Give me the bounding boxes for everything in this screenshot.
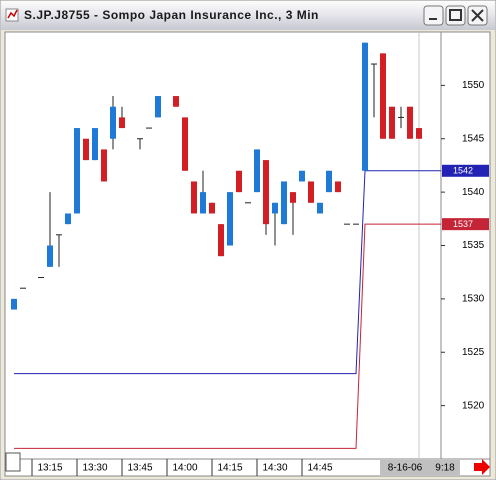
maximize-button[interactable] — [445, 5, 466, 26]
candle-body — [416, 128, 422, 139]
y-tick-label: 1530 — [462, 294, 485, 305]
candle-body — [11, 298, 17, 310]
scroll-arrow[interactable] — [474, 459, 490, 475]
candle-body — [335, 181, 341, 193]
y-tick-label: 1535 — [462, 240, 485, 251]
title-bar — [1, 1, 495, 30]
date-label: 8-16-06 — [388, 463, 423, 474]
value-box-label: 1537 — [453, 219, 473, 229]
candle-body — [173, 96, 179, 107]
candle-body — [47, 245, 53, 267]
candle-body — [281, 181, 287, 225]
candle-body — [218, 224, 224, 257]
candle-body — [83, 138, 89, 161]
candle-body — [389, 106, 395, 139]
y-tick-label: 1545 — [462, 133, 485, 144]
candle-body — [200, 192, 206, 214]
candle-body — [74, 128, 80, 214]
candle-body — [317, 202, 323, 214]
candle-body — [191, 181, 197, 214]
time-label: 9:18 — [435, 463, 455, 474]
value-box — [442, 218, 489, 231]
x-tick-label: 14:30 — [262, 463, 287, 474]
time-axis — [4, 458, 491, 477]
candle-body — [299, 170, 305, 182]
candle-body — [119, 117, 125, 129]
date-box — [380, 460, 430, 475]
candle-body — [236, 170, 242, 193]
candle-body — [155, 96, 161, 118]
indicator-line — [14, 223, 419, 449]
candle-body — [209, 202, 215, 214]
candle-body — [380, 53, 386, 139]
candle-body — [290, 192, 296, 203]
candle-body — [263, 160, 269, 225]
y-tick-label: 1520 — [462, 400, 485, 411]
x-tick-label: 13:45 — [127, 463, 152, 474]
candle-body — [110, 106, 116, 139]
candle-body — [182, 117, 188, 171]
candle-body — [362, 42, 368, 171]
x-tick-label: 13:30 — [82, 463, 107, 474]
scroll-box[interactable] — [5, 452, 21, 472]
candle-body — [227, 192, 233, 246]
x-tick-label: 14:00 — [172, 463, 197, 474]
y-tick-label: 1525 — [462, 347, 485, 358]
x-tick-label: 14:15 — [217, 463, 242, 474]
candle-body — [101, 149, 107, 182]
time-box — [430, 460, 460, 475]
candle-body — [308, 181, 314, 203]
candle-body — [92, 128, 98, 161]
candle-body — [254, 149, 260, 193]
value-box — [442, 164, 489, 177]
indicator-line — [14, 170, 419, 375]
candle-body — [326, 170, 332, 193]
x-tick-label: 14:45 — [307, 463, 332, 474]
y-tick-label: 1550 — [462, 80, 485, 91]
candle-body — [407, 106, 413, 139]
window-title: S.JP.J8755 - Sompo Japan Insurance Inc.,… — [24, 8, 319, 22]
minimize-button[interactable] — [423, 5, 444, 26]
candle-body — [272, 202, 278, 214]
close-button[interactable] — [467, 5, 488, 26]
x-tick-label: 13:15 — [37, 463, 62, 474]
app-icon — [5, 8, 19, 22]
candle-body — [65, 213, 71, 225]
y-tick-label: 1540 — [462, 187, 485, 198]
value-box-label: 1542 — [453, 166, 473, 176]
